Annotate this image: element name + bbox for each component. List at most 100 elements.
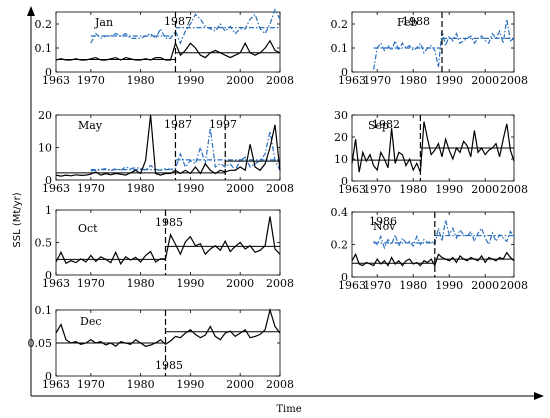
month-label: Jan xyxy=(94,16,113,29)
x-tick-label: 1990 xyxy=(176,182,204,195)
x-tick-label: 1963 xyxy=(42,277,70,290)
figure-frame xyxy=(27,6,544,400)
x-tick-label: 2000 xyxy=(471,279,499,292)
x-tick-label: 2000 xyxy=(471,74,499,87)
series-dashdot xyxy=(373,219,515,250)
x-tick-label: 1990 xyxy=(176,378,204,391)
x-tick-label: 2000 xyxy=(226,277,254,290)
y-tick-label: 0 xyxy=(45,66,52,79)
month-label: Oct xyxy=(78,222,98,235)
x-tick-label: 1980 xyxy=(127,182,155,195)
x-tick-label: 1970 xyxy=(77,378,105,391)
y-tick-label: 0.5 xyxy=(35,237,53,250)
x-tick-label: 1963 xyxy=(338,279,366,292)
x-tick-label: 2008 xyxy=(266,182,294,195)
y-tick-label: 0 xyxy=(45,174,52,187)
x-tick-label: 1980 xyxy=(399,183,427,196)
panel-jan: 1963 1970 1980 1990 2000 2008 0 0.1 0.2 1987 Jan xyxy=(35,8,294,87)
month-label: Feb xyxy=(397,16,418,29)
x-tick-label: 1990 xyxy=(176,74,204,87)
x-tick-label: 1970 xyxy=(363,279,391,292)
panel-may: 1963 1970 1980 1990 2000 2008 0 10 20 1987 1997 May xyxy=(38,109,294,195)
x-tick-label: 1990 xyxy=(435,279,463,292)
panel-oct: 1963 1970 1980 1990 2000 2008 0 0.5 1 1985 Oct xyxy=(35,204,295,290)
y-tick-label: 20 xyxy=(334,131,348,144)
y-tick-label: 1 xyxy=(45,204,52,217)
x-tick-label: 2000 xyxy=(226,182,254,195)
x-tick-label: 2000 xyxy=(226,74,254,87)
x-tick-label: 1990 xyxy=(435,183,463,196)
y-tick-label: 0 xyxy=(45,269,52,282)
y-tick-label: 0 xyxy=(341,271,348,284)
y-tick-label: 0.2 xyxy=(35,18,53,31)
y-tick-label: 0.2 xyxy=(331,239,349,252)
x-tick-label: 2008 xyxy=(266,277,294,290)
x-tick-label: 1963 xyxy=(338,183,366,196)
x-tick-label: 2008 xyxy=(266,74,294,87)
panel-frame xyxy=(55,11,281,73)
x-tick-label: 1970 xyxy=(77,182,105,195)
break-label: 1988 xyxy=(402,15,430,28)
break-label: 1985 xyxy=(155,359,183,372)
x-tick-label: 1963 xyxy=(42,74,70,87)
x-tick-label: 2000 xyxy=(471,183,499,196)
y-tick-label: 0.4 xyxy=(331,206,349,219)
x-tick-label: 1963 xyxy=(42,182,70,195)
y-tick-label: 0.2 xyxy=(331,18,349,31)
break-label: 1986 xyxy=(369,215,397,228)
y-tick-label: 0.05 xyxy=(28,337,53,350)
series-solid xyxy=(55,39,281,61)
month-label: Dec xyxy=(80,315,102,328)
y-tick-label: 20 xyxy=(38,109,52,122)
figure-y-label: SSL (Mt/yr) xyxy=(12,192,23,247)
x-tick-label: 1980 xyxy=(399,279,427,292)
x-tick-label: 1980 xyxy=(399,74,427,87)
x-tick-label: 1980 xyxy=(127,74,155,87)
break-label: 1997 xyxy=(209,118,237,131)
figure-x-arrow-head xyxy=(534,392,544,400)
x-tick-label: 2008 xyxy=(500,279,528,292)
break-label: 1987 xyxy=(164,15,192,28)
figure-x-label: Time xyxy=(276,404,301,415)
month-label: May xyxy=(78,119,103,132)
x-tick-label: 2008 xyxy=(500,183,528,196)
series-solid xyxy=(351,121,515,173)
y-tick-label: 0.1 xyxy=(35,42,53,55)
y-tick-label: 0.1 xyxy=(331,42,349,55)
x-tick-label: 1970 xyxy=(77,277,105,290)
panel-frame xyxy=(351,11,515,73)
x-tick-label: 1980 xyxy=(127,277,155,290)
x-tick-label: 1990 xyxy=(435,74,463,87)
x-tick-label: 1963 xyxy=(42,378,70,391)
series-solid xyxy=(351,251,515,268)
x-tick-label: 2008 xyxy=(266,378,294,391)
break-label: 1987 xyxy=(164,118,192,131)
panel-dec: 1963 1970 1980 1990 2000 2008 0 0.05 0.1 1985 Dec xyxy=(28,304,295,391)
y-tick-label: 0 xyxy=(341,175,348,188)
x-tick-label: 1970 xyxy=(363,183,391,196)
y-tick-label: 10 xyxy=(38,142,52,155)
y-tick-label: 0 xyxy=(45,370,52,383)
y-tick-label: 0 xyxy=(341,66,348,79)
series-dashdot xyxy=(373,19,515,70)
y-tick-label: 30 xyxy=(334,109,348,122)
x-tick-label: 1970 xyxy=(363,74,391,87)
month-label: Nov xyxy=(373,220,396,233)
x-tick-label: 1963 xyxy=(338,74,366,87)
figure-y-arrow-head xyxy=(27,6,35,16)
x-tick-label: 1990 xyxy=(176,277,204,290)
x-tick-label: 2000 xyxy=(226,378,254,391)
break-label: 1985 xyxy=(155,216,183,229)
month-label: Sep xyxy=(368,119,389,132)
y-tick-label: 0.1 xyxy=(35,304,53,317)
x-tick-label: 1980 xyxy=(127,378,155,391)
x-tick-label: 2008 xyxy=(500,74,528,87)
series-dashdot xyxy=(90,8,281,45)
break-label: 1982 xyxy=(372,118,400,131)
x-tick-label: 1970 xyxy=(77,74,105,87)
